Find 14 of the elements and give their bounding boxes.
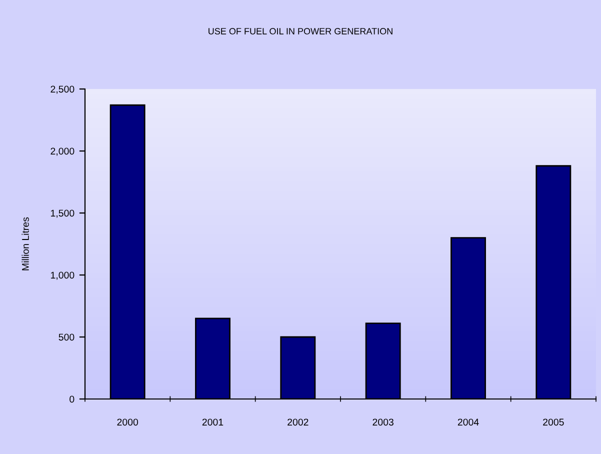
y-tick-label: 1,500 [51, 210, 74, 218]
x-tick-label: 2001 [202, 418, 224, 426]
y-tick-label: 0 [70, 396, 74, 403]
y-tick-label: 1,000 [51, 272, 74, 280]
y-tick-label: 2,500 [50, 86, 74, 94]
x-tick-label: 2003 [372, 418, 394, 426]
y-tick-label: 500 [58, 334, 74, 341]
x-tick-label: 2005 [543, 418, 564, 426]
y-tick-label: 2,000 [50, 148, 74, 156]
y-axis-title: Million Litres [22, 217, 29, 270]
x-tick-label: 2000 [117, 418, 138, 426]
chart-title: USE OF FUEL OIL IN POWER GENERATION [208, 28, 392, 34]
x-tick-label: 2004 [458, 418, 479, 426]
x-tick-label: 2002 [288, 418, 308, 426]
